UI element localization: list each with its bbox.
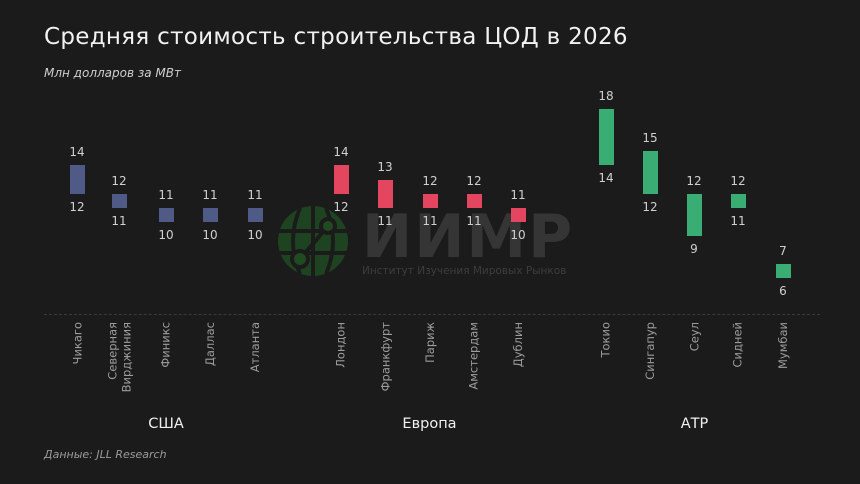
chart-title: Средняя стоимость строительства ЦОД в 20… <box>44 24 628 50</box>
group-label: АТР <box>680 416 709 432</box>
value-label-low: 11 <box>111 213 127 228</box>
category-label-text: Мумбаи <box>776 322 790 370</box>
value-label-low: 11 <box>377 213 393 228</box>
value-label-high: 11 <box>158 187 174 202</box>
value-label-high: 13 <box>377 159 393 174</box>
value-label-low: 11 <box>730 213 746 228</box>
value-label-high: 11 <box>247 187 263 202</box>
value-label-low: 6 <box>779 284 787 299</box>
value-label-low: 11 <box>422 213 438 228</box>
range-bar <box>686 193 702 236</box>
value-label-high: 18 <box>598 89 614 103</box>
category-label-text: Дублин <box>511 322 525 368</box>
value-label-low: 10 <box>247 227 263 242</box>
value-label-low: 11 <box>466 213 482 228</box>
value-label-low: 10 <box>158 227 174 242</box>
range-bar <box>377 179 393 208</box>
value-label-low: 9 <box>690 241 698 256</box>
x-axis-baseline <box>44 314 820 315</box>
range-bar <box>642 151 658 194</box>
chart-subtitle: Млн долларов за МВт <box>44 66 181 80</box>
range-bar <box>466 193 482 208</box>
group-label: Европа <box>402 416 457 432</box>
range-bar <box>598 109 614 166</box>
range-bar <box>510 207 526 222</box>
range-bar <box>202 207 218 222</box>
range-bar <box>158 207 174 222</box>
range-bar <box>775 264 791 279</box>
value-label-high: 7 <box>779 244 787 259</box>
value-label-low: 10 <box>202 227 218 242</box>
category-label: Атланта <box>182 322 262 402</box>
value-label-high: 15 <box>642 131 658 146</box>
category-label-text: Атланта <box>248 322 262 373</box>
value-label-high: 11 <box>202 187 218 202</box>
value-label-low: 10 <box>510 227 526 242</box>
category-label: Мумбаи <box>710 322 790 402</box>
value-label-high: 14 <box>69 145 85 160</box>
range-bar <box>247 207 263 222</box>
value-label-high: 14 <box>333 145 349 160</box>
value-label-low: 14 <box>598 171 614 186</box>
range-bar <box>69 165 85 194</box>
range-bar <box>730 193 746 208</box>
value-label-high: 12 <box>730 173 746 188</box>
value-label-high: 12 <box>422 173 438 188</box>
value-label-high: 12 <box>111 173 127 188</box>
data-source: Данные: JLL Research <box>44 448 167 461</box>
value-label-high: 12 <box>466 173 482 188</box>
value-label-low: 12 <box>642 199 658 214</box>
value-label-high: 12 <box>686 173 702 188</box>
range-bar <box>333 165 349 194</box>
range-bar <box>422 193 438 208</box>
group-label: США <box>148 416 184 432</box>
value-label-low: 12 <box>69 199 85 214</box>
category-label: Дублин <box>445 322 525 402</box>
value-label-low: 12 <box>333 199 349 214</box>
value-label-high: 11 <box>510 187 526 202</box>
range-bar <box>111 193 127 208</box>
